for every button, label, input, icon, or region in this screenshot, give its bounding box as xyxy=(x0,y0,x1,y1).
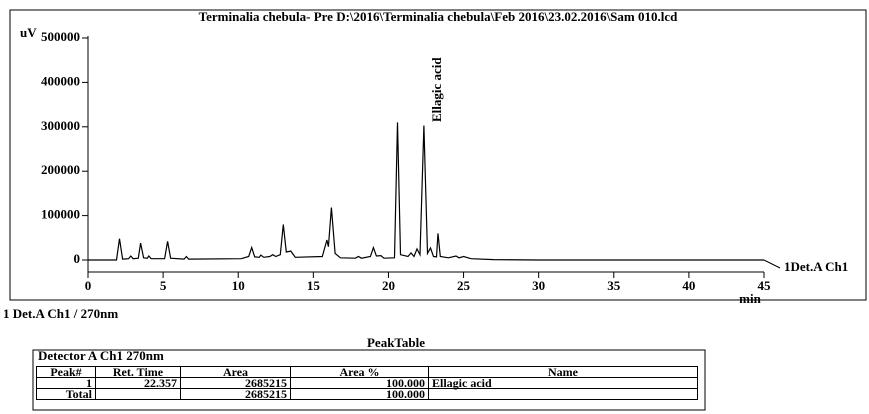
x-tick-label: 30 xyxy=(532,278,545,293)
table-cell: 22.357 xyxy=(95,377,181,389)
table-cell: Total xyxy=(36,388,96,400)
peak-table: Peak# Ret. Time Area Area % Name 1 22.357 2685… xyxy=(36,366,698,400)
chart-frame xyxy=(9,9,867,301)
leader-line xyxy=(763,259,781,269)
chart-title: Terminalia chebula- Pre D:\2016\Terminal… xyxy=(199,9,678,24)
detector-label: Detector A Ch1 270nm xyxy=(38,348,164,363)
peak-annotation: Ellagic acid xyxy=(429,57,444,122)
x-tick-label: 15 xyxy=(307,278,321,293)
y-tick-label: 500000 xyxy=(41,29,80,44)
x-tick-label: 0 xyxy=(85,278,92,293)
footnote: 1 Det.A Ch1 / 270nm xyxy=(3,306,118,321)
y-tick-label: 300000 xyxy=(41,118,80,133)
table-cell: Ellagic acid xyxy=(428,377,698,389)
y-axis-label: uV xyxy=(20,25,37,40)
y-tick-label: 400000 xyxy=(41,73,80,88)
column-header: Name xyxy=(428,366,698,378)
x-tick-label: 20 xyxy=(382,278,395,293)
x-tick-label: 45 xyxy=(758,278,772,293)
table-cell xyxy=(95,388,181,400)
trace xyxy=(88,122,764,261)
x-tick-label: 40 xyxy=(682,278,695,293)
table-row: 1 22.357 2685215 100.000 Ellagic acid xyxy=(36,377,698,389)
column-header: Peak# xyxy=(36,366,96,378)
column-header: Ret. Time xyxy=(95,366,181,378)
table-body: 1 22.357 2685215 100.000 Ellagic acid Total 26… xyxy=(36,377,698,400)
table-cell: 100.000 xyxy=(290,377,429,389)
y-tick-label: 100000 xyxy=(41,207,80,222)
table-frame xyxy=(32,349,706,411)
table-title: PeakTable xyxy=(367,335,425,350)
y-tick-label: 200000 xyxy=(41,162,80,177)
table-cell xyxy=(428,388,698,400)
table-cell: 100.000 xyxy=(290,388,429,400)
column-header: Area % xyxy=(290,366,429,378)
x-tick-label: 5 xyxy=(160,278,167,293)
header-row: Peak# Ret. Time Area Area % Name xyxy=(36,366,698,378)
x-axis-label: min xyxy=(739,291,761,306)
x-tick-label: 25 xyxy=(457,278,471,293)
x-tick-label: 35 xyxy=(607,278,621,293)
x-tick-label: 10 xyxy=(232,278,245,293)
y-tick-label: 0 xyxy=(74,251,81,266)
table-row: Total 2685215 100.000 xyxy=(36,388,698,400)
table-cell: 2685215 xyxy=(180,388,291,400)
series-label: 1Det.A Ch1 xyxy=(784,259,848,274)
